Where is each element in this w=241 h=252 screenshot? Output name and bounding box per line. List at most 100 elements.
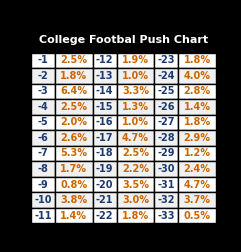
Bar xyxy=(117,99,154,115)
Text: -29: -29 xyxy=(158,148,175,159)
Text: 2.5%: 2.5% xyxy=(122,148,149,159)
Text: 2.5%: 2.5% xyxy=(60,102,87,112)
Text: 2.8%: 2.8% xyxy=(184,86,211,96)
Text: 1.4%: 1.4% xyxy=(60,211,87,220)
Text: -31: -31 xyxy=(158,179,175,190)
Bar xyxy=(117,84,154,99)
Text: -19: -19 xyxy=(96,164,114,174)
Text: 1.8%: 1.8% xyxy=(184,55,211,65)
Bar xyxy=(93,161,117,177)
Text: -16: -16 xyxy=(96,117,114,128)
Text: -25: -25 xyxy=(158,86,175,96)
Text: -21: -21 xyxy=(96,195,114,205)
Text: -18: -18 xyxy=(96,148,114,159)
Bar xyxy=(93,84,117,99)
Bar xyxy=(55,84,93,99)
Text: College Footbal Push Chart: College Footbal Push Chart xyxy=(39,35,208,45)
Text: -14: -14 xyxy=(96,86,114,96)
Bar xyxy=(154,68,178,84)
Bar xyxy=(31,192,55,208)
Bar xyxy=(117,208,154,223)
Text: 1.4%: 1.4% xyxy=(184,102,211,112)
Bar xyxy=(178,177,216,192)
Bar xyxy=(31,53,55,68)
Text: -24: -24 xyxy=(158,71,175,81)
Text: 0.8%: 0.8% xyxy=(60,179,87,190)
Bar xyxy=(154,99,178,115)
Text: -32: -32 xyxy=(158,195,175,205)
Text: -22: -22 xyxy=(96,211,114,220)
Text: -23: -23 xyxy=(158,55,175,65)
Bar xyxy=(117,68,154,84)
Text: 1.0%: 1.0% xyxy=(122,117,149,128)
Bar xyxy=(55,146,93,161)
Bar xyxy=(117,177,154,192)
Bar xyxy=(31,177,55,192)
Text: 2.2%: 2.2% xyxy=(122,164,149,174)
Bar xyxy=(117,146,154,161)
Text: 1.2%: 1.2% xyxy=(184,148,211,159)
Bar xyxy=(178,84,216,99)
Bar xyxy=(154,208,178,223)
Text: -4: -4 xyxy=(38,102,48,112)
Bar xyxy=(55,53,93,68)
Text: 4.0%: 4.0% xyxy=(184,71,211,81)
Text: 3.5%: 3.5% xyxy=(122,179,149,190)
Bar xyxy=(154,161,178,177)
Text: -1: -1 xyxy=(38,55,48,65)
Text: 2.5%: 2.5% xyxy=(60,55,87,65)
Bar xyxy=(178,192,216,208)
Text: -17: -17 xyxy=(96,133,114,143)
Text: 2.6%: 2.6% xyxy=(60,133,87,143)
Text: 2.0%: 2.0% xyxy=(60,117,87,128)
Bar xyxy=(178,208,216,223)
Text: 1.8%: 1.8% xyxy=(60,71,87,81)
Text: -3: -3 xyxy=(38,86,48,96)
Text: 1.0%: 1.0% xyxy=(122,71,149,81)
Bar xyxy=(154,84,178,99)
Bar xyxy=(154,53,178,68)
Bar xyxy=(31,130,55,146)
Bar xyxy=(178,99,216,115)
Bar xyxy=(31,99,55,115)
Bar xyxy=(154,146,178,161)
Bar xyxy=(93,146,117,161)
Text: -10: -10 xyxy=(34,195,52,205)
Text: -27: -27 xyxy=(158,117,175,128)
Text: 1.8%: 1.8% xyxy=(184,117,211,128)
Bar xyxy=(178,130,216,146)
Text: -2: -2 xyxy=(38,71,48,81)
Bar xyxy=(55,115,93,130)
Bar xyxy=(154,115,178,130)
Bar xyxy=(93,99,117,115)
Text: -9: -9 xyxy=(38,179,48,190)
Text: -13: -13 xyxy=(96,71,114,81)
Text: 3.8%: 3.8% xyxy=(60,195,87,205)
Bar xyxy=(55,161,93,177)
Text: 0.5%: 0.5% xyxy=(184,211,211,220)
Bar xyxy=(117,53,154,68)
Bar xyxy=(31,208,55,223)
Bar xyxy=(154,177,178,192)
Bar xyxy=(178,146,216,161)
Text: 1.7%: 1.7% xyxy=(60,164,87,174)
Bar xyxy=(55,130,93,146)
Text: -6: -6 xyxy=(38,133,48,143)
Text: 1.8%: 1.8% xyxy=(122,211,149,220)
Text: -20: -20 xyxy=(96,179,114,190)
Bar xyxy=(93,68,117,84)
Bar xyxy=(154,192,178,208)
Bar xyxy=(31,84,55,99)
Bar xyxy=(93,130,117,146)
Bar xyxy=(178,53,216,68)
Text: -28: -28 xyxy=(157,133,175,143)
Text: 6.4%: 6.4% xyxy=(60,86,87,96)
Text: 4.7%: 4.7% xyxy=(122,133,149,143)
Text: -33: -33 xyxy=(158,211,175,220)
Text: 3.3%: 3.3% xyxy=(122,86,149,96)
Bar xyxy=(117,115,154,130)
Bar xyxy=(55,192,93,208)
Text: 1.9%: 1.9% xyxy=(122,55,149,65)
Bar xyxy=(31,68,55,84)
Bar xyxy=(117,161,154,177)
